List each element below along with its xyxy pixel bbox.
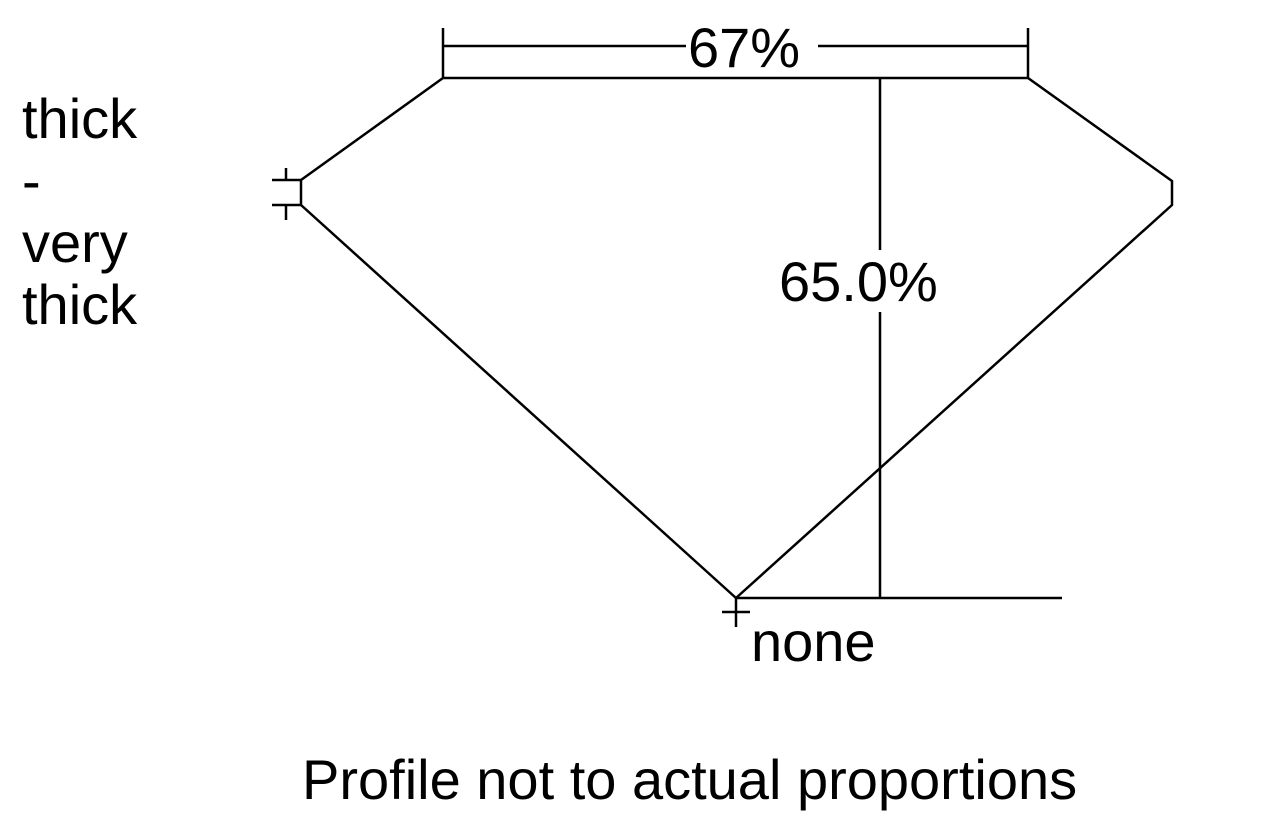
proportions-note: Profile not to actual proportions xyxy=(302,748,1078,811)
gem-outline xyxy=(299,76,1174,600)
table-percent-label: 67% xyxy=(688,16,801,79)
girdle-line-3: very xyxy=(22,211,128,274)
culet-label: none xyxy=(751,610,876,673)
girdle-line-2: - xyxy=(22,149,41,212)
girdle-thickness-label: thick - very thick xyxy=(22,88,137,336)
depth-percent-label: 65.0% xyxy=(779,250,938,313)
girdle-line-1: thick xyxy=(22,87,138,150)
girdle-line-4: thick xyxy=(22,273,138,336)
